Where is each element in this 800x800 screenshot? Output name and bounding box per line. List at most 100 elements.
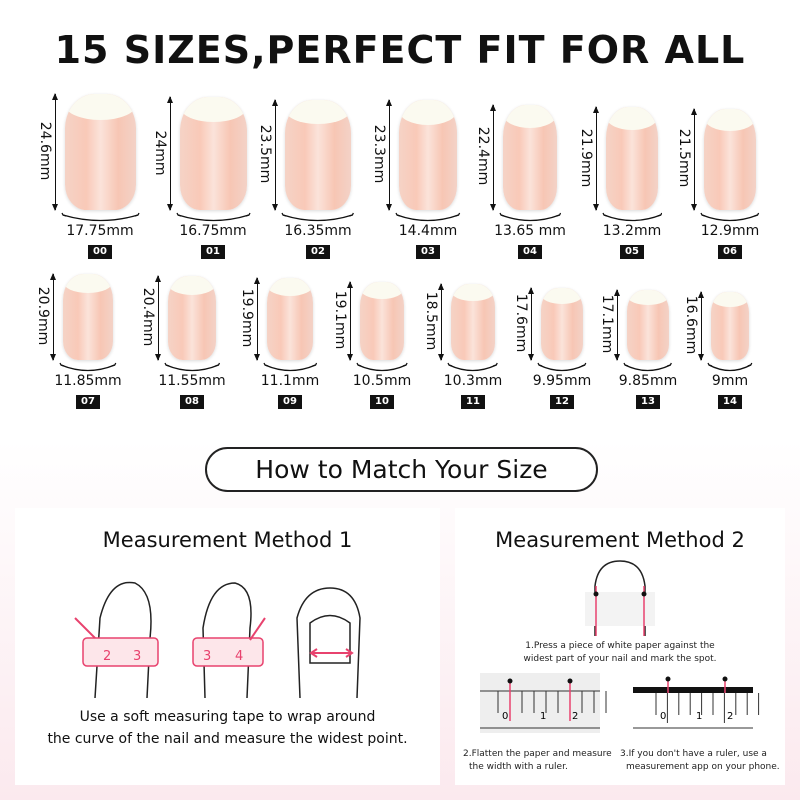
- tape-number: 3: [203, 649, 211, 664]
- how-to-match-heading: How to Match Your Size: [205, 447, 598, 492]
- ruler-number: 1: [696, 711, 702, 722]
- width-arrow-icon: [395, 212, 461, 222]
- step3-line1: 3.If you don't have a ruler, use a: [620, 749, 767, 759]
- length-arrow-icon: [272, 98, 279, 212]
- ruler-number: 0: [660, 711, 666, 722]
- size-tag: 00: [88, 245, 112, 259]
- width-label: 10.5mm: [352, 373, 412, 389]
- nail-image: [63, 274, 113, 360]
- size-tag: 14: [718, 395, 742, 409]
- width-label: 10.3mm: [443, 373, 503, 389]
- size-tag: 12: [550, 395, 574, 409]
- finger-tape-illustration: 2 3 3 4: [74, 581, 361, 698]
- size-tag: 07: [76, 395, 100, 409]
- step2-line1: 2.Flatten the paper and measure: [463, 749, 612, 759]
- width-arrow-icon: [281, 212, 355, 222]
- length-label: 20.4mm: [139, 287, 156, 347]
- width-arrow-icon: [59, 362, 117, 372]
- width-arrow-icon: [707, 362, 753, 372]
- method1-title: Measurement Method 1: [102, 528, 353, 552]
- length-arrow-icon: [489, 103, 496, 212]
- ruler-number: 2: [727, 711, 733, 722]
- method2-title: Measurement Method 2: [495, 528, 745, 552]
- step1-line1: 1.Press a piece of white paper against t…: [525, 641, 715, 651]
- length-arrow-icon: [698, 290, 705, 362]
- size-tag: 01: [201, 245, 225, 259]
- tape-number: 3: [133, 649, 141, 664]
- length-arrow-icon: [438, 283, 445, 361]
- ruler-number: 1: [540, 711, 546, 722]
- length-label: 17.1mm: [599, 294, 616, 354]
- length-label: 21.9mm: [577, 128, 594, 187]
- length-arrow-icon: [386, 99, 393, 211]
- nail-image: [359, 281, 405, 360]
- size-tag: 04: [518, 245, 542, 259]
- nail-image: [167, 276, 217, 360]
- size-tag: 08: [180, 395, 204, 409]
- length-label: 19.1mm: [331, 290, 348, 350]
- nail-image: [711, 291, 749, 360]
- width-label: 16.75mm: [179, 223, 247, 239]
- width-label: 9mm: [711, 373, 749, 389]
- width-arrow-icon: [447, 362, 499, 372]
- length-label: 24.6mm: [36, 121, 53, 181]
- nail-image: [502, 104, 558, 210]
- width-arrow-icon: [700, 212, 760, 222]
- width-label: 16.35mm: [284, 223, 352, 239]
- method2-panel: Measurement Method 2 1.Press a piece of …: [455, 508, 785, 785]
- method1-panel: Measurement Method 1 2 3 3 4 Use a soft …: [15, 508, 440, 785]
- width-arrow-icon: [175, 212, 251, 222]
- width-arrow-icon: [537, 362, 587, 372]
- nail-image: [541, 287, 583, 360]
- length-arrow-icon: [592, 106, 599, 211]
- width-label: 11.55mm: [158, 373, 226, 389]
- length-label: 24mm: [151, 130, 168, 176]
- tape-number: 2: [103, 649, 111, 664]
- nail-image: [627, 289, 669, 360]
- width-arrow-icon: [499, 212, 561, 222]
- tape-number: 4: [235, 649, 243, 664]
- ruler-illustration-1: 0 1 2: [480, 673, 607, 733]
- length-arrow-icon: [528, 286, 535, 362]
- ruler-number: 0: [502, 711, 508, 722]
- length-label: 21.5mm: [676, 129, 693, 188]
- nail-image: [451, 284, 495, 360]
- width-label: 13.65 mm: [494, 223, 566, 239]
- nail-image: [266, 278, 314, 360]
- length-arrow-icon: [253, 277, 260, 361]
- nail-paper-illustration: [585, 560, 655, 636]
- width-arrow-icon: [263, 362, 317, 372]
- width-label: 14.4mm: [398, 223, 458, 239]
- nail-image: [399, 100, 457, 210]
- width-label: 17.75mm: [66, 223, 134, 239]
- size-tag: 03: [416, 245, 440, 259]
- ruler-illustration-2: 0 1 2: [633, 676, 760, 729]
- width-arrow-icon: [623, 362, 673, 372]
- ruler-number: 2: [572, 711, 578, 722]
- length-arrow-icon: [346, 280, 353, 362]
- length-arrow-icon: [614, 288, 621, 362]
- length-label: 23.3mm: [371, 125, 388, 184]
- length-label: 19.9mm: [238, 288, 255, 348]
- size-tag: 11: [461, 395, 485, 409]
- nail-image: [605, 107, 659, 210]
- size-tag: 02: [306, 245, 330, 259]
- width-label: 11.1mm: [260, 373, 320, 389]
- length-arrow-icon: [50, 273, 57, 361]
- length-label: 17.6mm: [513, 293, 530, 353]
- length-arrow-icon: [166, 96, 173, 211]
- nail-image: [285, 99, 351, 210]
- nail-image: [704, 108, 756, 210]
- width-label: 9.95mm: [532, 373, 592, 389]
- length-label: 18.5mm: [423, 291, 440, 351]
- width-label: 11.85mm: [54, 373, 122, 389]
- nail-image: [179, 97, 247, 210]
- size-tag: 10: [370, 395, 394, 409]
- size-tag: 09: [278, 395, 302, 409]
- step1-line2: widest part of your nail and mark the sp…: [523, 654, 717, 664]
- nail-image: [64, 94, 136, 210]
- length-arrow-icon: [154, 275, 161, 361]
- width-label: 9.85mm: [618, 373, 678, 389]
- method1-text-line1: Use a soft measuring tape to wrap around: [79, 709, 376, 725]
- width-arrow-icon: [60, 212, 140, 222]
